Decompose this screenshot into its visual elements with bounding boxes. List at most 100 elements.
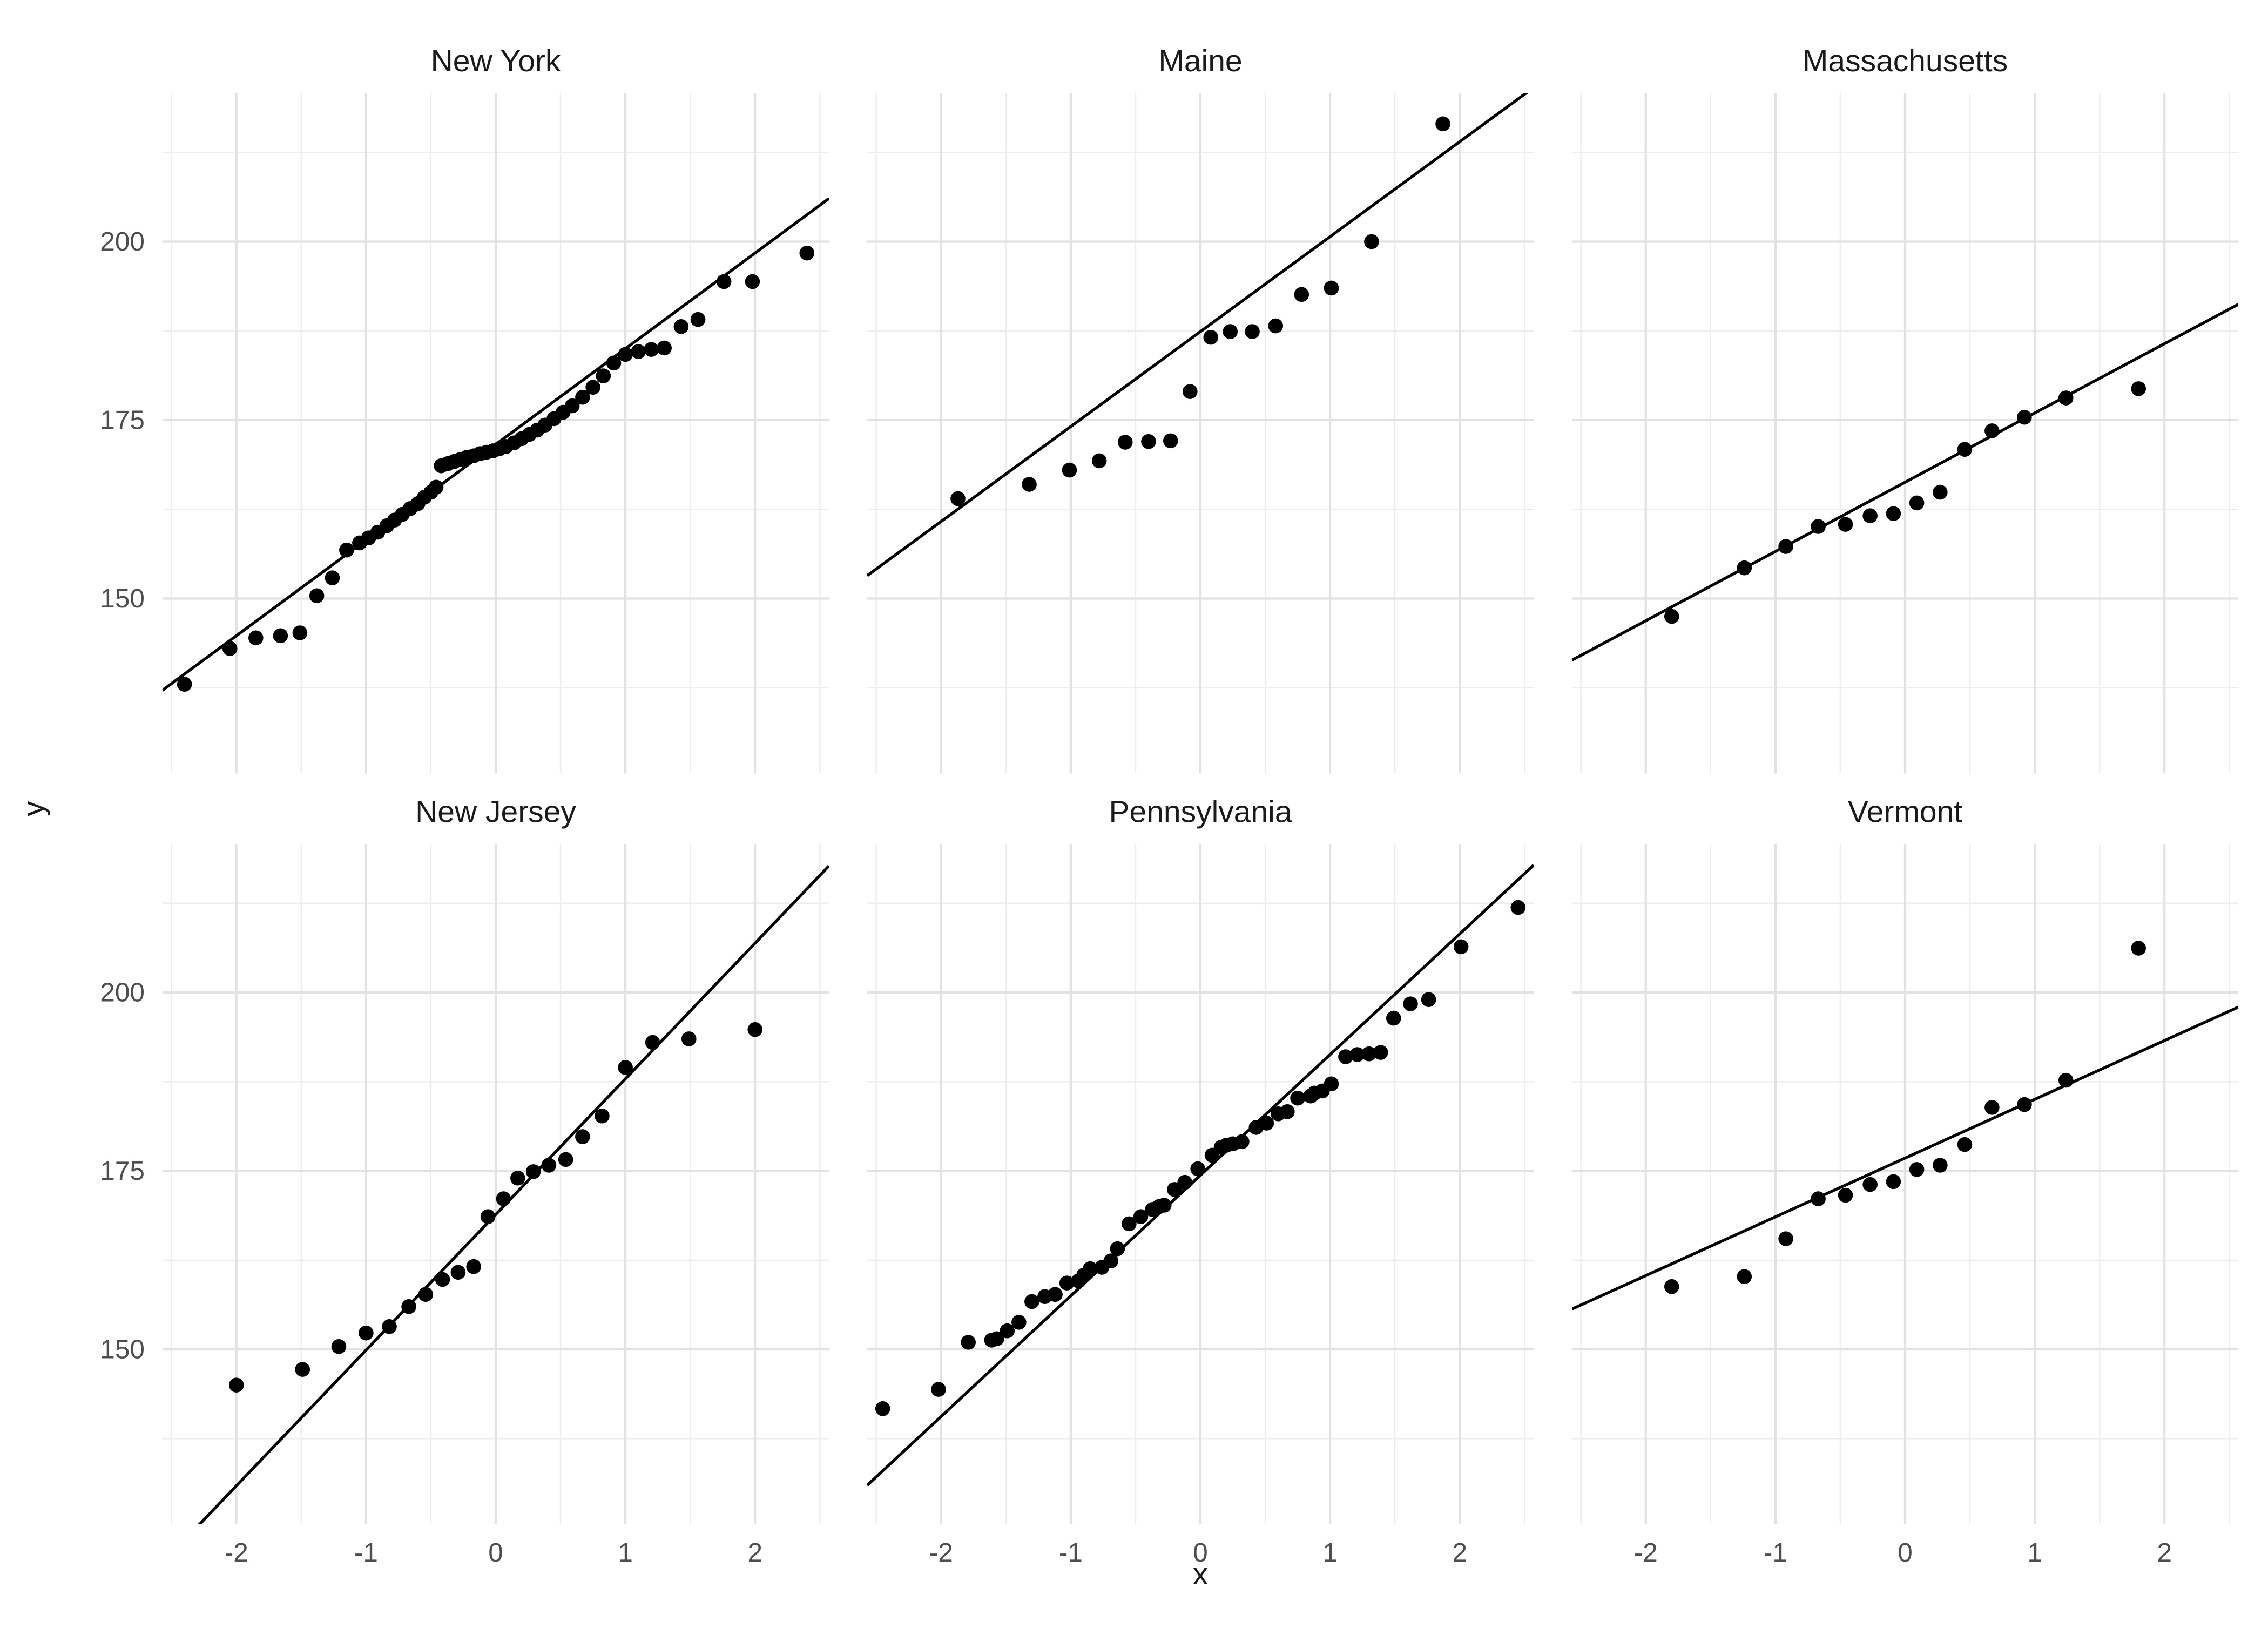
data-point xyxy=(1737,560,1752,576)
data-point xyxy=(1510,900,1526,915)
data-point xyxy=(716,274,732,289)
data-point xyxy=(875,1401,890,1416)
qq-line-massachusetts xyxy=(1571,303,2239,662)
data-point xyxy=(1190,1161,1205,1177)
x-tick-label: -1 xyxy=(1059,1538,1083,1568)
data-point xyxy=(2131,941,2146,956)
data-point xyxy=(645,1035,660,1050)
x-tick-label: 2 xyxy=(1452,1538,1467,1568)
y-tick-label: 200 xyxy=(100,227,145,256)
data-point xyxy=(558,1152,573,1167)
data-point xyxy=(1985,423,2000,438)
data-point xyxy=(1156,1198,1172,1213)
data-point xyxy=(382,1319,397,1334)
data-point xyxy=(1862,508,1878,524)
data-point xyxy=(1182,384,1198,399)
data-point xyxy=(1933,1158,1948,1173)
data-point xyxy=(1022,477,1037,492)
data-point xyxy=(1778,539,1793,554)
data-point xyxy=(2058,390,2074,406)
data-point xyxy=(1324,280,1339,296)
data-point xyxy=(1957,442,1973,457)
data-point xyxy=(1000,1323,1015,1339)
data-point xyxy=(1933,484,1948,500)
data-point xyxy=(1737,1269,1752,1285)
data-point xyxy=(596,368,611,383)
data-point xyxy=(1163,433,1178,449)
x-tick-label: -1 xyxy=(354,1538,378,1568)
y-tick-label: 200 xyxy=(100,978,145,1008)
data-point xyxy=(292,625,308,640)
data-point xyxy=(1024,1294,1040,1309)
data-point xyxy=(1117,435,1133,450)
facet-title-new-york: New York xyxy=(431,44,561,78)
data-point xyxy=(1909,1162,1925,1177)
x-tick-label: 1 xyxy=(1322,1538,1338,1568)
x-tick-label: 0 xyxy=(488,1538,503,1568)
data-point xyxy=(681,1031,697,1046)
data-point xyxy=(1811,519,1826,534)
data-point xyxy=(525,1164,541,1179)
facet-title-new-jersey: New Jersey xyxy=(415,795,576,829)
data-point xyxy=(2058,1072,2074,1088)
data-point xyxy=(466,1259,481,1274)
data-point xyxy=(1203,329,1219,345)
data-point xyxy=(222,641,238,656)
data-point xyxy=(450,1265,466,1280)
data-point xyxy=(435,1272,450,1287)
y-tick-label: 175 xyxy=(100,406,145,435)
data-point xyxy=(799,245,815,261)
data-point xyxy=(1133,1209,1149,1224)
x-tick-label: 1 xyxy=(618,1538,633,1568)
y-axis-title: y xyxy=(16,801,51,816)
data-point xyxy=(564,398,580,414)
data-point xyxy=(961,1335,976,1350)
x-tick-label: -2 xyxy=(225,1538,248,1568)
data-point xyxy=(1280,1104,1295,1119)
data-point xyxy=(2131,381,2146,396)
data-point xyxy=(1324,1076,1339,1092)
data-point xyxy=(359,1325,374,1341)
data-point xyxy=(618,347,633,362)
data-point xyxy=(950,491,966,506)
x-tick-label: -2 xyxy=(1634,1538,1658,1568)
data-point xyxy=(1435,116,1450,132)
data-point xyxy=(1091,453,1107,469)
data-point xyxy=(401,1299,416,1314)
data-point xyxy=(657,340,672,356)
x-tick-label: 0 xyxy=(1898,1538,1913,1568)
x-tick-label: 0 xyxy=(1193,1538,1208,1568)
data-point xyxy=(177,677,192,692)
data-point xyxy=(2017,1097,2032,1112)
data-point xyxy=(1103,1253,1119,1268)
data-point xyxy=(1110,1241,1125,1257)
data-point xyxy=(745,274,760,289)
data-point xyxy=(1886,506,1901,522)
data-point xyxy=(1062,462,1077,478)
data-point xyxy=(1811,1191,1826,1206)
data-point xyxy=(1957,1137,1973,1152)
data-point xyxy=(1122,1216,1137,1232)
data-point xyxy=(1223,324,1238,339)
data-point xyxy=(1364,234,1379,249)
data-point xyxy=(1421,992,1436,1008)
y-tick-label: 150 xyxy=(100,1335,145,1364)
qq-line-maine xyxy=(867,93,1529,577)
x-tick-label: 2 xyxy=(2157,1538,2172,1568)
data-point xyxy=(1338,1049,1353,1064)
data-point xyxy=(2017,409,2032,425)
data-point xyxy=(1167,1182,1182,1197)
data-point xyxy=(1386,1010,1401,1026)
data-point xyxy=(1778,1231,1793,1246)
data-point xyxy=(931,1382,946,1397)
data-point xyxy=(585,380,600,395)
data-point xyxy=(496,1191,511,1206)
data-point xyxy=(989,1331,1004,1347)
y-tick-label: 175 xyxy=(100,1156,145,1186)
data-point xyxy=(1403,996,1418,1011)
data-point xyxy=(1083,1261,1098,1276)
y-tick-label: 150 xyxy=(100,584,145,613)
data-point xyxy=(1259,1116,1274,1131)
data-point xyxy=(673,319,689,334)
